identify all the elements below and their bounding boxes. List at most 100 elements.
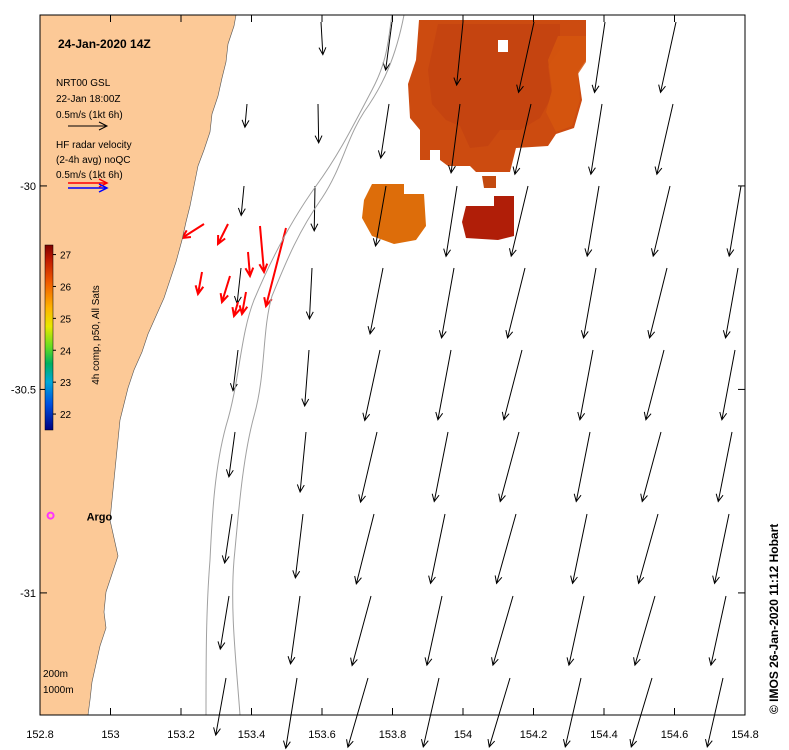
model-current-arrow [292, 513, 304, 580]
model-current-arrow [494, 513, 517, 585]
x-tick-label: 153.2 [167, 729, 195, 741]
model-current-arrow [314, 103, 323, 144]
model-current-arrow [225, 431, 236, 479]
model-legend-line1: NRT00 GSL [56, 78, 111, 89]
model-current-arrow [221, 513, 233, 565]
colorbar-tick-label: 23 [60, 378, 72, 389]
radar-current-arrow [216, 223, 229, 247]
model-current-arrow [241, 103, 250, 129]
model-current-arrow [213, 677, 227, 737]
sst-patch-small [482, 176, 496, 188]
colorbar-tick-label: 25 [60, 314, 72, 325]
model-current-arrow [382, 21, 393, 72]
x-tick-label: 153.8 [379, 729, 407, 741]
x-tick-label: 154 [454, 729, 472, 741]
model-current-arrow [580, 267, 597, 340]
model-current-arrow [562, 677, 582, 749]
model-current-arrow [435, 349, 452, 421]
model-current-arrow [318, 21, 327, 56]
isobath-label-200m: 200m [43, 669, 68, 680]
model-current-arrow [640, 431, 662, 503]
y-axis-labels: -30 -30.5 -31 [11, 181, 36, 600]
model-current-arrow [647, 267, 668, 340]
model-current-arrow [354, 513, 375, 585]
colorbar-tick-label: 26 [60, 282, 72, 293]
colorbar-ticks: 27 26 25 24 23 22 [53, 251, 72, 421]
radar-current-arrow [244, 251, 255, 279]
model-current-arrow [448, 103, 461, 175]
model-current-arrow [287, 595, 301, 665]
x-tick-label: 154.2 [520, 729, 548, 741]
model-current-arrow [651, 185, 671, 258]
x-tick-label: 152.8 [26, 729, 54, 741]
model-current-arrow [443, 185, 458, 258]
model-current-arrow [424, 595, 443, 667]
model-current-arrow [498, 431, 520, 503]
model-current-arrow [636, 513, 659, 585]
model-current-arrow [296, 431, 307, 494]
model-current-arrow [453, 21, 464, 87]
model-current-arrow [722, 267, 739, 340]
model-current-arrow [491, 595, 514, 667]
model-current-vectors [213, 21, 742, 750]
model-current-arrow [358, 431, 378, 504]
model-current-arrow [516, 21, 535, 94]
model-current-arrow [420, 677, 440, 749]
model-current-arrow [501, 349, 523, 421]
model-current-arrow [704, 677, 724, 749]
x-tick-label: 154.8 [731, 729, 759, 741]
colorbar-label: 4h comp, p50, All Sats [91, 285, 102, 385]
model-current-arrow [509, 185, 529, 258]
x-tick-label: 153 [101, 729, 119, 741]
model-current-arrow [362, 349, 381, 422]
model-current-arrow [588, 103, 603, 176]
radar-current-arrow [219, 275, 231, 305]
y-tick-label: -31 [20, 588, 36, 600]
model-current-arrow [438, 267, 455, 340]
model-current-arrow [377, 103, 390, 160]
argo-float-marker [46, 511, 55, 520]
radar-legend-line1: HF radar velocity [56, 140, 132, 151]
x-tick-label: 153.4 [238, 729, 266, 741]
radar-current-arrow [238, 291, 249, 317]
model-current-arrow [712, 513, 730, 585]
radar-scale-arrow [68, 178, 109, 193]
radar-legend-scale: 0.5m/s (1kt 6h) [56, 170, 123, 181]
model-current-arrow [512, 103, 532, 176]
sst-gap [430, 150, 440, 160]
model-current-arrow [643, 349, 665, 421]
radar-current-arrow [258, 225, 269, 275]
model-current-arrow [654, 103, 674, 176]
model-current-arrow [505, 267, 526, 340]
map-title: 24-Jan-2020 14Z [58, 37, 151, 51]
model-scale-arrow [68, 121, 109, 131]
model-current-arrow [372, 185, 387, 248]
model-current-arrow [726, 185, 742, 258]
model-current-arrow [237, 185, 246, 217]
sst-patch-north-light [546, 36, 586, 132]
model-current-arrow [367, 267, 384, 335]
axis-ticks [39, 15, 746, 715]
colorbar-tick-label: 27 [60, 251, 72, 262]
model-current-arrow [570, 513, 588, 585]
model-current-arrow [305, 267, 314, 321]
model-current-arrow [584, 185, 600, 258]
model-current-arrow [658, 21, 677, 94]
model-current-arrow [346, 677, 369, 749]
model-legend-line2: 22-Jan 18:00Z [56, 94, 121, 105]
model-current-arrow [708, 595, 727, 667]
sst-gap [498, 40, 508, 52]
model-current-arrow [633, 595, 656, 667]
model-current-arrow [566, 595, 585, 667]
coastline-land [39, 14, 237, 716]
colorbar-tick-label: 22 [60, 410, 72, 421]
model-current-arrow [229, 349, 239, 392]
sst-colorbar [44, 244, 54, 431]
model-current-arrow [283, 677, 298, 750]
radar-current-arrow [194, 271, 205, 297]
x-tick-label: 154.4 [590, 729, 618, 741]
isobath-label-1000m: 1000m [43, 685, 74, 696]
y-tick-label: -30.5 [11, 384, 36, 396]
model-current-arrow [577, 349, 594, 421]
